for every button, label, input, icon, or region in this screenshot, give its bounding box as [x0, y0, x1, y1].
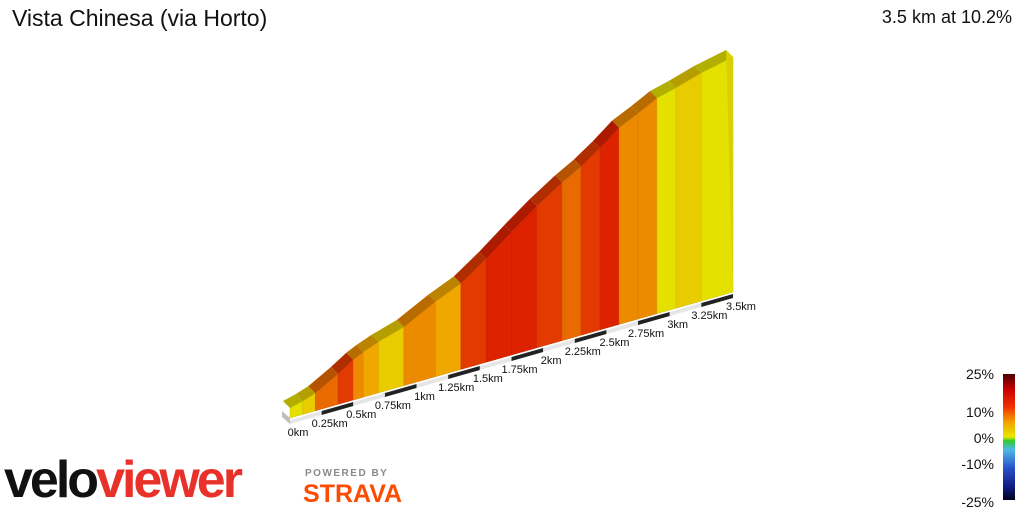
profile-segment	[656, 87, 677, 314]
climb-summary: 3.5 km at 10.2%	[881, 7, 1012, 27]
gradient-color-scale	[1003, 374, 1015, 500]
distance-axis-band	[543, 339, 575, 352]
distance-axis-band	[701, 294, 733, 307]
profile-segments	[283, 50, 734, 419]
profile-segment-top	[346, 345, 364, 360]
distance-tick-label: 3.5km	[726, 301, 756, 313]
profile-segment	[561, 165, 582, 341]
distance-axis-band	[638, 312, 670, 325]
profile-segment-top	[529, 175, 563, 207]
start-block	[282, 411, 290, 424]
profile-segment	[511, 205, 538, 356]
profile-segment-top	[694, 50, 733, 73]
veloviewer-logo-mark: veloviewer	[4, 451, 246, 509]
profile-segment-top	[669, 65, 702, 88]
distance-tick-labels: 0km0.25km0.5km0.75km1km1.25km1.5km1.75km…	[288, 301, 756, 439]
profile-segment	[675, 72, 702, 309]
profile-segment-top	[650, 80, 677, 99]
profile-segment	[618, 112, 639, 325]
distance-tick-label: 1km	[414, 391, 435, 403]
distance-axis-band	[669, 303, 702, 316]
svg-text:veloviewer: veloviewer	[4, 451, 243, 507]
profile-segment-top	[356, 334, 379, 353]
distance-tick-label: 0.75km	[375, 400, 411, 412]
powered-by-label: POWERED BY	[305, 468, 389, 479]
profile-end-cap	[726, 50, 733, 292]
profile-segment	[637, 97, 658, 320]
distance-tick-label: 2.25km	[565, 346, 601, 358]
distance-axis-band	[384, 384, 417, 397]
profile-segment-top	[331, 352, 354, 374]
profile-segment	[353, 351, 364, 401]
strava-logo: STRAVA	[303, 480, 403, 508]
distance-axis-band	[511, 348, 544, 361]
distance-axis-band	[353, 393, 385, 406]
distance-axis-band	[416, 375, 449, 388]
scale-label-10: 10%	[965, 404, 994, 420]
profile-segment	[536, 181, 563, 349]
distance-tick-label: 1.5km	[473, 373, 503, 385]
profile-segment-top	[371, 319, 404, 342]
profile-segment-top	[295, 386, 316, 402]
distance-axis-band	[321, 402, 354, 415]
profile-segment-top	[479, 224, 512, 259]
profile-segment-top	[612, 106, 639, 128]
distance-tick-label: 0.25km	[312, 418, 348, 430]
distance-axis-band	[479, 357, 512, 370]
distance-tick-label: 2.75km	[628, 328, 664, 340]
distance-tick-label: 1.75km	[501, 364, 537, 376]
chart-title: Vista Chinesa (via Horto)	[12, 5, 268, 31]
distance-tick-label: 2.5km	[599, 337, 629, 349]
distance-axis-band	[448, 366, 480, 379]
profile-segment-top	[574, 140, 601, 167]
profile-segment-top	[283, 394, 303, 408]
veloviewer-logo: veloviewer	[4, 449, 294, 512]
distance-tick-label: 0.5km	[346, 409, 376, 421]
profile-segment	[580, 147, 601, 336]
scale-label-minus-25: -25%	[961, 494, 994, 510]
profile-segment-top	[593, 120, 620, 148]
profile-segment-top	[504, 199, 537, 232]
distance-tick-label: 0km	[288, 427, 309, 439]
profile-segment-top	[555, 159, 582, 183]
distance-tick-label: 2km	[541, 355, 562, 367]
scale-label-minus-10: -10%	[961, 456, 994, 472]
distance-tick-label: 1.25km	[438, 382, 474, 394]
profile-segment-top	[428, 276, 461, 302]
profile-segment-top	[453, 251, 487, 284]
scale-label-25: 25%	[965, 366, 994, 382]
distance-tick-label: 3km	[667, 319, 688, 331]
distance-axis-band	[606, 321, 639, 334]
distance-axis-band	[290, 411, 322, 424]
distance-tick-label: 3.25km	[691, 310, 727, 322]
profile-segment	[599, 127, 620, 331]
distance-axis-band	[574, 330, 607, 343]
profile-segment-top	[396, 294, 436, 327]
profile-segment-top	[308, 366, 339, 394]
scale-label-0: 0%	[973, 430, 994, 446]
profile-segment-top	[631, 91, 658, 114]
distance-axis	[282, 294, 733, 424]
